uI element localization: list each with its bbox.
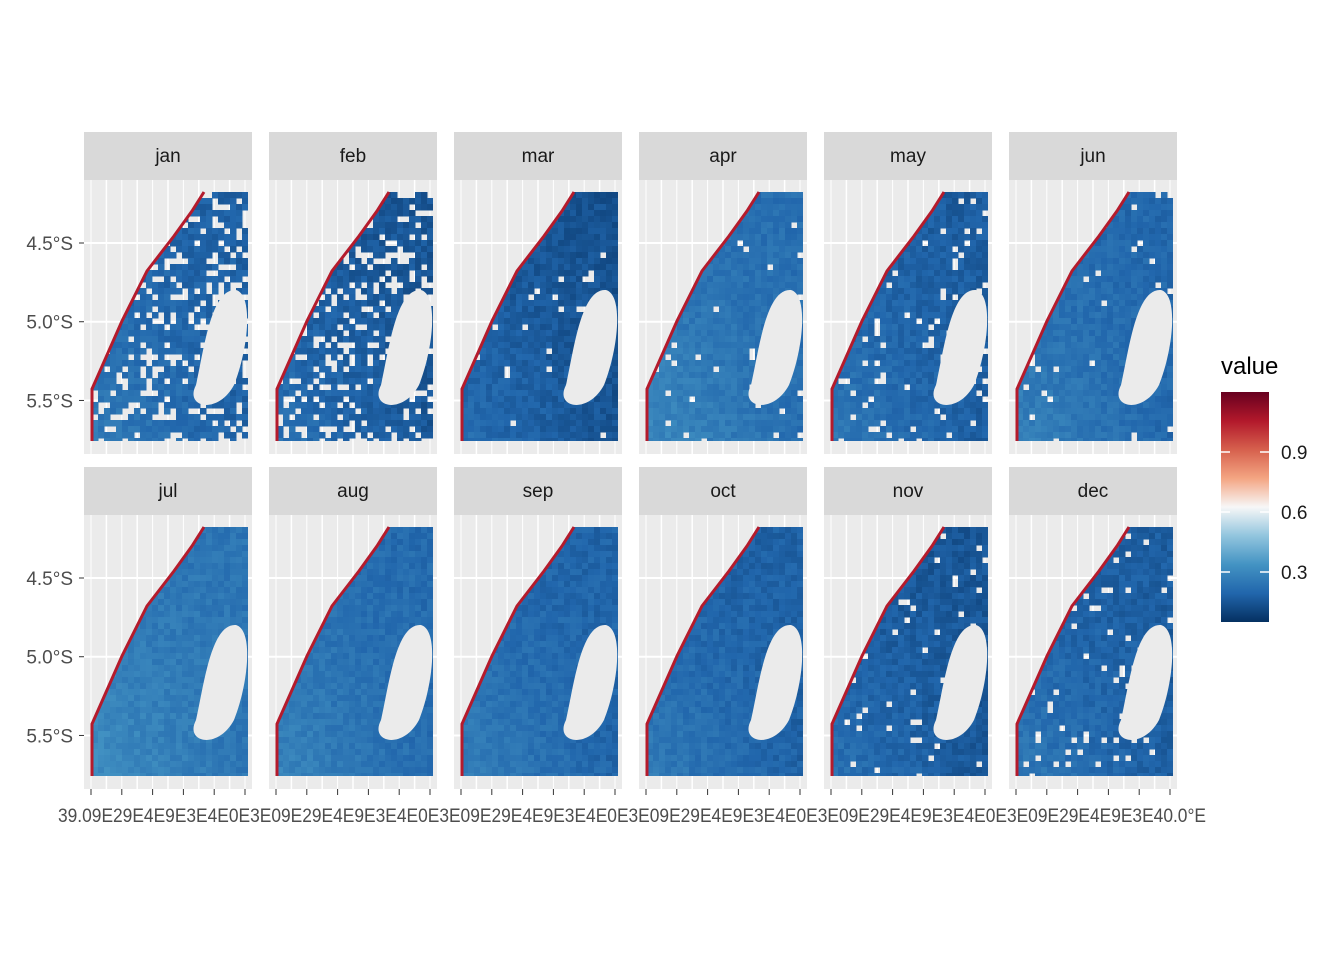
legend-break-label: 0.9 bbox=[1281, 443, 1307, 464]
island-mask bbox=[378, 624, 433, 740]
coastline-high-values bbox=[645, 191, 761, 441]
y-tick-label: 5.0°S bbox=[26, 648, 73, 669]
island-mask bbox=[933, 289, 988, 405]
facet-label: jan bbox=[154, 146, 180, 167]
legend-title: value bbox=[1221, 353, 1278, 380]
island-mask bbox=[563, 289, 618, 405]
island-mask bbox=[748, 289, 803, 405]
facet-panel-jun: jun bbox=[1009, 132, 1177, 454]
facet-label: jul bbox=[157, 481, 177, 502]
facet-strip bbox=[269, 467, 437, 515]
y-tick-label: 5.0°S bbox=[26, 313, 73, 334]
facet-label: aug bbox=[337, 481, 369, 502]
coastline-high-values bbox=[275, 526, 391, 776]
facet-panels: jan feb mar apr may jun jul aug sep oct nov dec bbox=[84, 132, 1177, 789]
facet-strip bbox=[454, 467, 622, 515]
facet-strip bbox=[639, 467, 807, 515]
coastline-high-values bbox=[830, 191, 946, 441]
facet-strip bbox=[84, 132, 252, 180]
island-mask bbox=[193, 289, 248, 405]
coastline-high-values bbox=[460, 526, 576, 776]
facet-label: apr bbox=[709, 146, 737, 167]
facet-label: mar bbox=[522, 146, 555, 167]
facet-panel-apr: apr bbox=[639, 132, 807, 454]
island-mask bbox=[1118, 624, 1173, 740]
x-tick-labels: 39.09E29E4E9E3E4E0E3E09E29E4E9E3E4E0E3E0… bbox=[58, 806, 1206, 827]
legend-colorbar bbox=[1221, 392, 1269, 622]
coastline-high-values bbox=[645, 526, 761, 776]
coastline-high-values bbox=[1015, 526, 1131, 776]
facet-panel-jan: jan bbox=[84, 132, 252, 454]
facet-strip bbox=[1009, 132, 1177, 180]
coastline-high-values bbox=[275, 191, 391, 441]
coastline-high-values bbox=[830, 526, 946, 776]
island-mask bbox=[933, 624, 988, 740]
island-mask bbox=[378, 289, 433, 405]
facet-strip bbox=[639, 132, 807, 180]
facet-label: may bbox=[890, 146, 926, 167]
facet-label: feb bbox=[340, 146, 366, 167]
facet-label: dec bbox=[1078, 481, 1109, 502]
facet-strip bbox=[824, 132, 992, 180]
island-mask bbox=[193, 624, 248, 740]
coastline-high-values bbox=[460, 191, 576, 441]
facet-panel-feb: feb bbox=[269, 132, 437, 454]
facet-strip bbox=[84, 467, 252, 515]
facet-panel-oct: oct bbox=[639, 467, 807, 789]
y-tick-label: 4.5°S bbox=[26, 569, 73, 590]
color-legend: value 0.9 0.6 0.3 bbox=[1221, 353, 1307, 622]
facet-strip bbox=[269, 132, 437, 180]
facet-label: sep bbox=[523, 481, 554, 502]
island-mask bbox=[1118, 289, 1173, 405]
facet-label: nov bbox=[893, 481, 924, 502]
facet-strip bbox=[824, 467, 992, 515]
facet-panel-mar: mar bbox=[454, 132, 622, 454]
legend-break-label: 0.3 bbox=[1281, 563, 1307, 584]
island-mask bbox=[748, 624, 803, 740]
facet-panel-nov: nov bbox=[824, 467, 992, 789]
x-axis: 39.09E29E4E9E3E4E0E3E09E29E4E9E3E4E0E3E0… bbox=[58, 789, 1206, 827]
coastline-high-values bbox=[90, 191, 206, 441]
facet-strip bbox=[454, 132, 622, 180]
facet-panel-may: may bbox=[824, 132, 992, 454]
y-axes: 4.5°S 5.0°S 5.5°S 4.5°S 5.0°S 5.5°S bbox=[26, 234, 84, 747]
y-tick-label: 4.5°S bbox=[26, 234, 73, 255]
facet-panel-dec: dec bbox=[1009, 467, 1177, 789]
facet-panel-sep: sep bbox=[454, 467, 622, 789]
coastline-high-values bbox=[1015, 191, 1131, 441]
legend-break-label: 0.6 bbox=[1281, 503, 1307, 524]
facet-panel-aug: aug bbox=[269, 467, 437, 789]
y-tick-label: 5.5°S bbox=[26, 391, 73, 412]
facet-label: jun bbox=[1079, 146, 1105, 167]
facet-strip bbox=[1009, 467, 1177, 515]
facet-panel-jul: jul bbox=[84, 467, 252, 789]
coastline-high-values bbox=[90, 526, 206, 776]
y-tick-label: 5.5°S bbox=[26, 726, 73, 747]
island-mask bbox=[563, 624, 618, 740]
facet-label: oct bbox=[710, 481, 736, 502]
